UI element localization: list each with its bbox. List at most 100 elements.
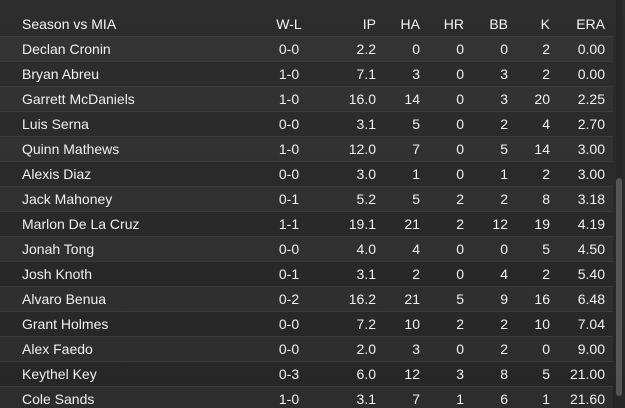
cell-ha: 12 bbox=[404, 366, 420, 382]
table-row[interactable]: Cole Sands 1-0 3.1 7 1 6 1 21.60 bbox=[0, 387, 613, 408]
cell-era: 2.25 bbox=[577, 91, 605, 107]
column-header-k[interactable]: K bbox=[540, 16, 550, 32]
cell-name[interactable]: Quinn Mathews bbox=[22, 141, 120, 157]
cell-name[interactable]: Garrett McDaniels bbox=[22, 91, 135, 107]
cell-k: 2 bbox=[542, 166, 550, 182]
cell-name[interactable]: Bryan Abreu bbox=[22, 66, 100, 82]
table-row[interactable]: Jack Mahoney 0-1 5.2 5 2 2 8 3.18 bbox=[0, 187, 613, 212]
table-row[interactable]: Josh Knoth 0-1 3.1 2 0 4 2 5.40 bbox=[0, 262, 613, 287]
cell-wl: 0-2 bbox=[278, 291, 300, 307]
cell-era: 4.19 bbox=[577, 216, 605, 232]
cell-era: 3.00 bbox=[577, 166, 605, 182]
table-row[interactable]: Keythel Key 0-3 6.0 12 3 8 5 21.00 bbox=[0, 362, 613, 387]
cell-ha: 14 bbox=[404, 91, 420, 107]
cell-k: 10 bbox=[534, 316, 550, 332]
column-header-ha[interactable]: HA bbox=[400, 16, 420, 32]
column-header-hr[interactable]: HR bbox=[443, 16, 464, 32]
cell-wl: 1-0 bbox=[278, 141, 300, 157]
cell-wl: 0-0 bbox=[278, 316, 300, 332]
cell-ha: 0 bbox=[412, 41, 420, 57]
cell-ha: 21 bbox=[404, 216, 420, 232]
cell-ip: 7.2 bbox=[356, 316, 376, 332]
cell-ip: 5.2 bbox=[356, 191, 376, 207]
cell-wl: 1-1 bbox=[278, 216, 300, 232]
cell-bb: 1 bbox=[500, 166, 508, 182]
table-row[interactable]: Declan Cronin 0-0 2.2 0 0 0 2 0.00 bbox=[0, 37, 613, 62]
cell-era: 4.50 bbox=[577, 241, 605, 257]
cell-k: 2 bbox=[542, 266, 550, 282]
cell-era: 21.60 bbox=[569, 391, 605, 407]
cell-bb: 8 bbox=[500, 366, 508, 382]
cell-hr: 2 bbox=[456, 191, 464, 207]
cell-k: 4 bbox=[542, 116, 550, 132]
cell-hr: 2 bbox=[456, 316, 464, 332]
cell-k: 19 bbox=[534, 216, 550, 232]
cell-ip: 3.1 bbox=[356, 391, 376, 407]
table-row[interactable]: Luis Serna 0-0 3.1 5 0 2 4 2.70 bbox=[0, 112, 613, 137]
table-row[interactable]: Alexis Diaz 0-0 3.0 1 0 1 2 3.00 bbox=[0, 162, 613, 187]
cell-era: 0.00 bbox=[577, 41, 605, 57]
table-row[interactable]: Garrett McDaniels 1-0 16.0 14 0 3 20 2.25 bbox=[0, 87, 613, 112]
cell-bb: 12 bbox=[492, 216, 508, 232]
cell-bb: 2 bbox=[500, 316, 508, 332]
column-header-wl[interactable]: W-L bbox=[276, 16, 302, 32]
cell-ip: 3.0 bbox=[356, 166, 376, 182]
cell-wl: 0-1 bbox=[278, 266, 300, 282]
scrollbar-thumb[interactable] bbox=[616, 178, 622, 396]
column-header-ip[interactable]: IP bbox=[362, 16, 376, 32]
cell-k: 2 bbox=[542, 66, 550, 82]
cell-name[interactable]: Alexis Diaz bbox=[22, 166, 92, 182]
table-row[interactable]: Bryan Abreu 1-0 7.1 3 0 3 2 0.00 bbox=[0, 62, 613, 87]
cell-name[interactable]: Grant Holmes bbox=[22, 316, 109, 332]
column-header-name[interactable]: Season vs MIA bbox=[22, 16, 117, 32]
table-body: Declan Cronin 0-0 2.2 0 0 0 2 0.00 Bryan Abreu 1-… bbox=[0, 37, 613, 408]
cell-ha: 5 bbox=[412, 191, 420, 207]
cell-hr: 0 bbox=[456, 266, 464, 282]
cell-k: 5 bbox=[542, 366, 550, 382]
cell-hr: 2 bbox=[456, 216, 464, 232]
pitcher-stats-table: Season vs MIA W-L IP HA HR BB K ERA Decl… bbox=[0, 12, 613, 408]
cell-era: 9.00 bbox=[577, 341, 605, 357]
column-header-era[interactable]: ERA bbox=[576, 16, 605, 32]
table-row[interactable]: Quinn Mathews 1-0 12.0 7 0 5 14 3.00 bbox=[0, 137, 613, 162]
cell-name[interactable]: Jack Mahoney bbox=[22, 191, 113, 207]
cell-k: 0 bbox=[542, 341, 550, 357]
cell-name[interactable]: Keythel Key bbox=[22, 366, 97, 382]
column-header-bb[interactable]: BB bbox=[489, 16, 508, 32]
table-row[interactable]: Alex Faedo 0-0 2.0 3 0 2 0 9.00 bbox=[0, 337, 613, 362]
cell-ha: 7 bbox=[412, 391, 420, 407]
cell-name[interactable]: Declan Cronin bbox=[22, 41, 111, 57]
cell-ha: 1 bbox=[412, 166, 420, 182]
cell-hr: 0 bbox=[456, 41, 464, 57]
cell-name[interactable]: Alex Faedo bbox=[22, 341, 93, 357]
table-row[interactable]: Jonah Tong 0-0 4.0 4 0 0 5 4.50 bbox=[0, 237, 613, 262]
table-header-row: Season vs MIA W-L IP HA HR BB K ERA bbox=[0, 12, 613, 37]
cell-wl: 0-0 bbox=[278, 341, 300, 357]
cell-k: 20 bbox=[534, 91, 550, 107]
table-row[interactable]: Marlon De La Cruz 1-1 19.1 21 2 12 19 4.19 bbox=[0, 212, 613, 237]
table-row[interactable]: Grant Holmes 0-0 7.2 10 2 2 10 7.04 bbox=[0, 312, 613, 337]
cell-bb: 0 bbox=[500, 41, 508, 57]
cell-ip: 3.1 bbox=[356, 266, 376, 282]
cell-name[interactable]: Alvaro Benua bbox=[22, 291, 107, 307]
cell-bb: 2 bbox=[500, 341, 508, 357]
cell-name[interactable]: Jonah Tong bbox=[22, 241, 95, 257]
table-row[interactable]: Alvaro Benua 0-2 16.2 21 5 9 16 6.48 bbox=[0, 287, 613, 312]
cell-bb: 6 bbox=[500, 391, 508, 407]
cell-wl: 1-0 bbox=[278, 391, 300, 407]
cell-era: 6.48 bbox=[577, 291, 605, 307]
cell-k: 14 bbox=[534, 141, 550, 157]
cell-era: 7.04 bbox=[577, 316, 605, 332]
cell-bb: 9 bbox=[500, 291, 508, 307]
cell-k: 1 bbox=[542, 391, 550, 407]
cell-hr: 0 bbox=[456, 341, 464, 357]
cell-wl: 0-0 bbox=[278, 166, 300, 182]
cell-name[interactable]: Josh Knoth bbox=[22, 266, 93, 282]
cell-name[interactable]: Marlon De La Cruz bbox=[22, 216, 140, 232]
cell-name[interactable]: Cole Sands bbox=[22, 391, 95, 407]
cell-name[interactable]: Luis Serna bbox=[22, 116, 89, 132]
cell-hr: 0 bbox=[456, 116, 464, 132]
cell-wl: 1-0 bbox=[278, 66, 300, 82]
cell-ip: 16.0 bbox=[348, 91, 376, 107]
cell-ha: 21 bbox=[404, 291, 420, 307]
